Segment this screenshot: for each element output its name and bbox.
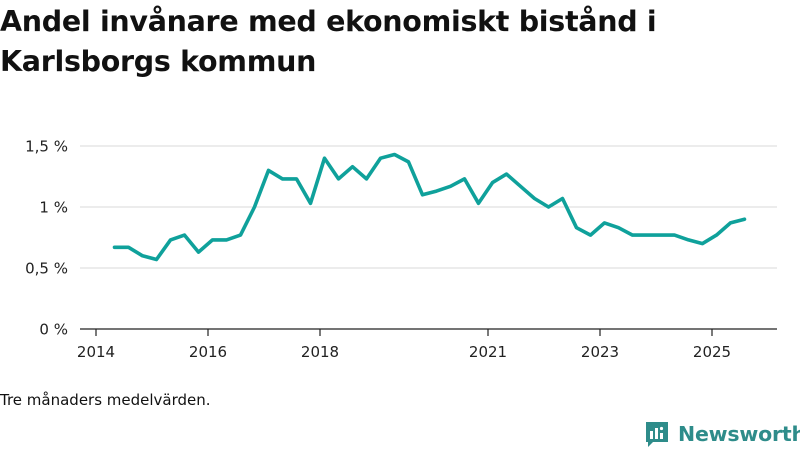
x-tick-label: 2016: [189, 343, 227, 361]
x-tick-label: 2014: [77, 343, 115, 361]
brand-logo[interactable]: Newsworthy: [644, 419, 800, 449]
y-tick-label: 1 %: [39, 199, 68, 217]
y-tick-label: 1,5 %: [25, 138, 68, 156]
chart-title: Andel invånare med ekonomiskt bistånd i …: [0, 5, 657, 78]
y-tick-label: 0,5 %: [25, 260, 68, 278]
x-tick-label: 2025: [693, 343, 731, 361]
x-tick-label: 2021: [469, 343, 507, 361]
x-tick-label: 2018: [301, 343, 339, 361]
y-axis-ticks: 0 % 0,5 % 1 % 1,5 %: [25, 138, 68, 339]
x-axis-ticks: 2014 2016 2018 2021 2023 2025: [77, 329, 731, 361]
x-tick-label: 2023: [581, 343, 619, 361]
chart-note: Tre månaders medelvärden.: [0, 391, 211, 409]
y-tick-label: 0 %: [39, 321, 68, 339]
newsworthy-logo-icon: [646, 422, 668, 447]
brand-name: Newsworthy: [678, 422, 800, 446]
series-line: [112, 152, 747, 262]
grid-lines: [80, 145, 777, 269]
